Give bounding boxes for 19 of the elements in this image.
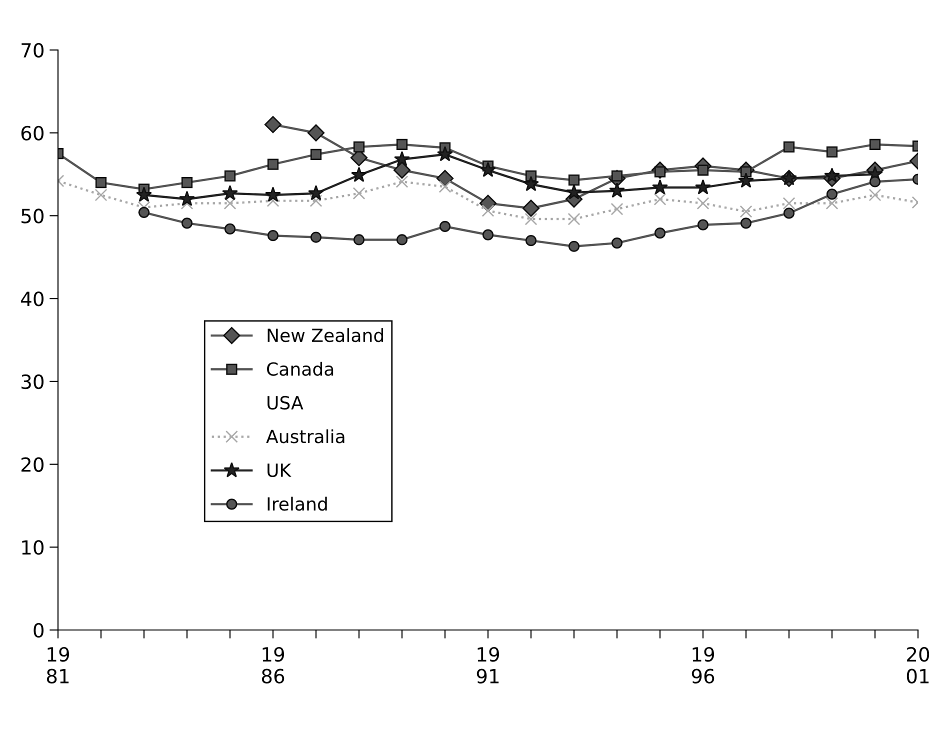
- legend-label: Australia: [266, 429, 344, 444]
- y-tick-label: 50: [22, 208, 44, 224]
- x-tick-label: 19 96: [692, 647, 714, 684]
- y-tick-label: 40: [21, 292, 44, 306]
- text: USA: [268, 396, 304, 410]
- x-tick-label: 20 01: [906, 647, 930, 684]
- y-tick-label: 70: [22, 42, 44, 58]
- legend-label: Ireland: [268, 496, 327, 511]
- x-tick-label: 19 91: [476, 647, 500, 684]
- y-tick-label: 10: [22, 540, 44, 555]
- y-tick-label: 30: [22, 374, 44, 390]
- x-tick-label: 19 86: [262, 647, 284, 684]
- y-tick-label: 20: [21, 457, 44, 472]
- legend-label: Canada: [267, 362, 334, 376]
- legend-label: New Zealand: [268, 328, 384, 342]
- legend-label: UK: [268, 464, 292, 478]
- x-tick-label: 19 81: [46, 647, 70, 684]
- y-tick-label: 0: [34, 622, 44, 638]
- y-tick-label: 60: [21, 126, 44, 141]
